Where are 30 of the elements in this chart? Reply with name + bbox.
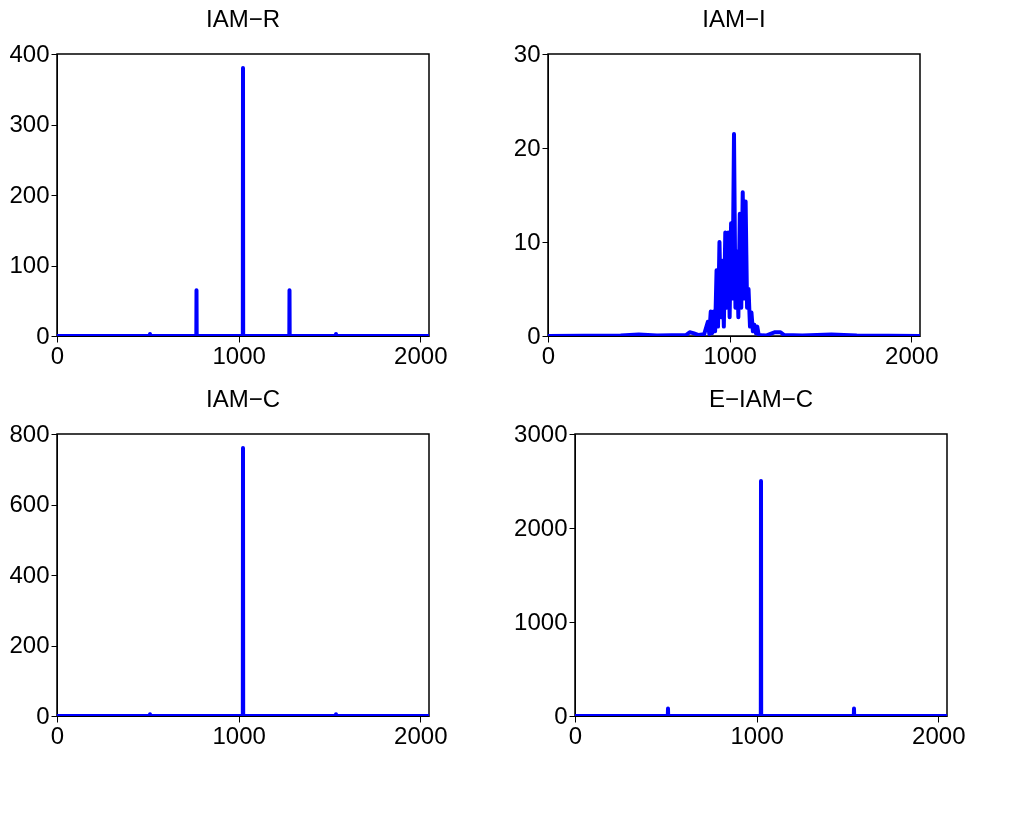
y-tick-label: 400 [9, 39, 50, 67]
y-tick-label: 200 [9, 631, 50, 658]
y-tick-label: 0 [554, 701, 568, 729]
x-tick-label: 1000 [212, 721, 266, 749]
x-tick-label: 2000 [394, 721, 448, 749]
y-tick-label: 0 [36, 701, 50, 729]
x-tick-label: 1000 [212, 341, 266, 369]
y-tick-label: 100 [9, 251, 50, 278]
chart-title: IAM−I [702, 5, 766, 32]
y-tick-label: 3000 [514, 419, 568, 447]
x-tick-label: 2000 [912, 721, 966, 749]
y-tick-label: 200 [9, 180, 50, 208]
y-tick-label: 400 [9, 560, 50, 588]
y-tick-label: 10 [513, 227, 541, 255]
y-tick-label: 800 [9, 419, 50, 447]
y-tick-label: 20 [513, 133, 541, 161]
y-tick-label: 30 [513, 39, 541, 67]
x-tick-label: 1000 [703, 341, 757, 369]
chart-title: IAM−R [205, 5, 281, 32]
y-tick-label: 2000 [514, 513, 568, 541]
y-tick-label: 1000 [514, 607, 568, 635]
x-tick-label: 1000 [730, 721, 784, 749]
y-tick-label: 300 [9, 110, 50, 137]
y-tick-label: 0 [527, 321, 541, 349]
x-tick-label: 2000 [885, 341, 939, 369]
y-tick-label: 600 [9, 490, 50, 517]
chart-title: IAM−C [205, 385, 281, 412]
x-tick-label: 2000 [394, 341, 448, 369]
y-tick-label: 0 [36, 321, 50, 349]
chart-title: E−IAM−C [708, 385, 814, 412]
